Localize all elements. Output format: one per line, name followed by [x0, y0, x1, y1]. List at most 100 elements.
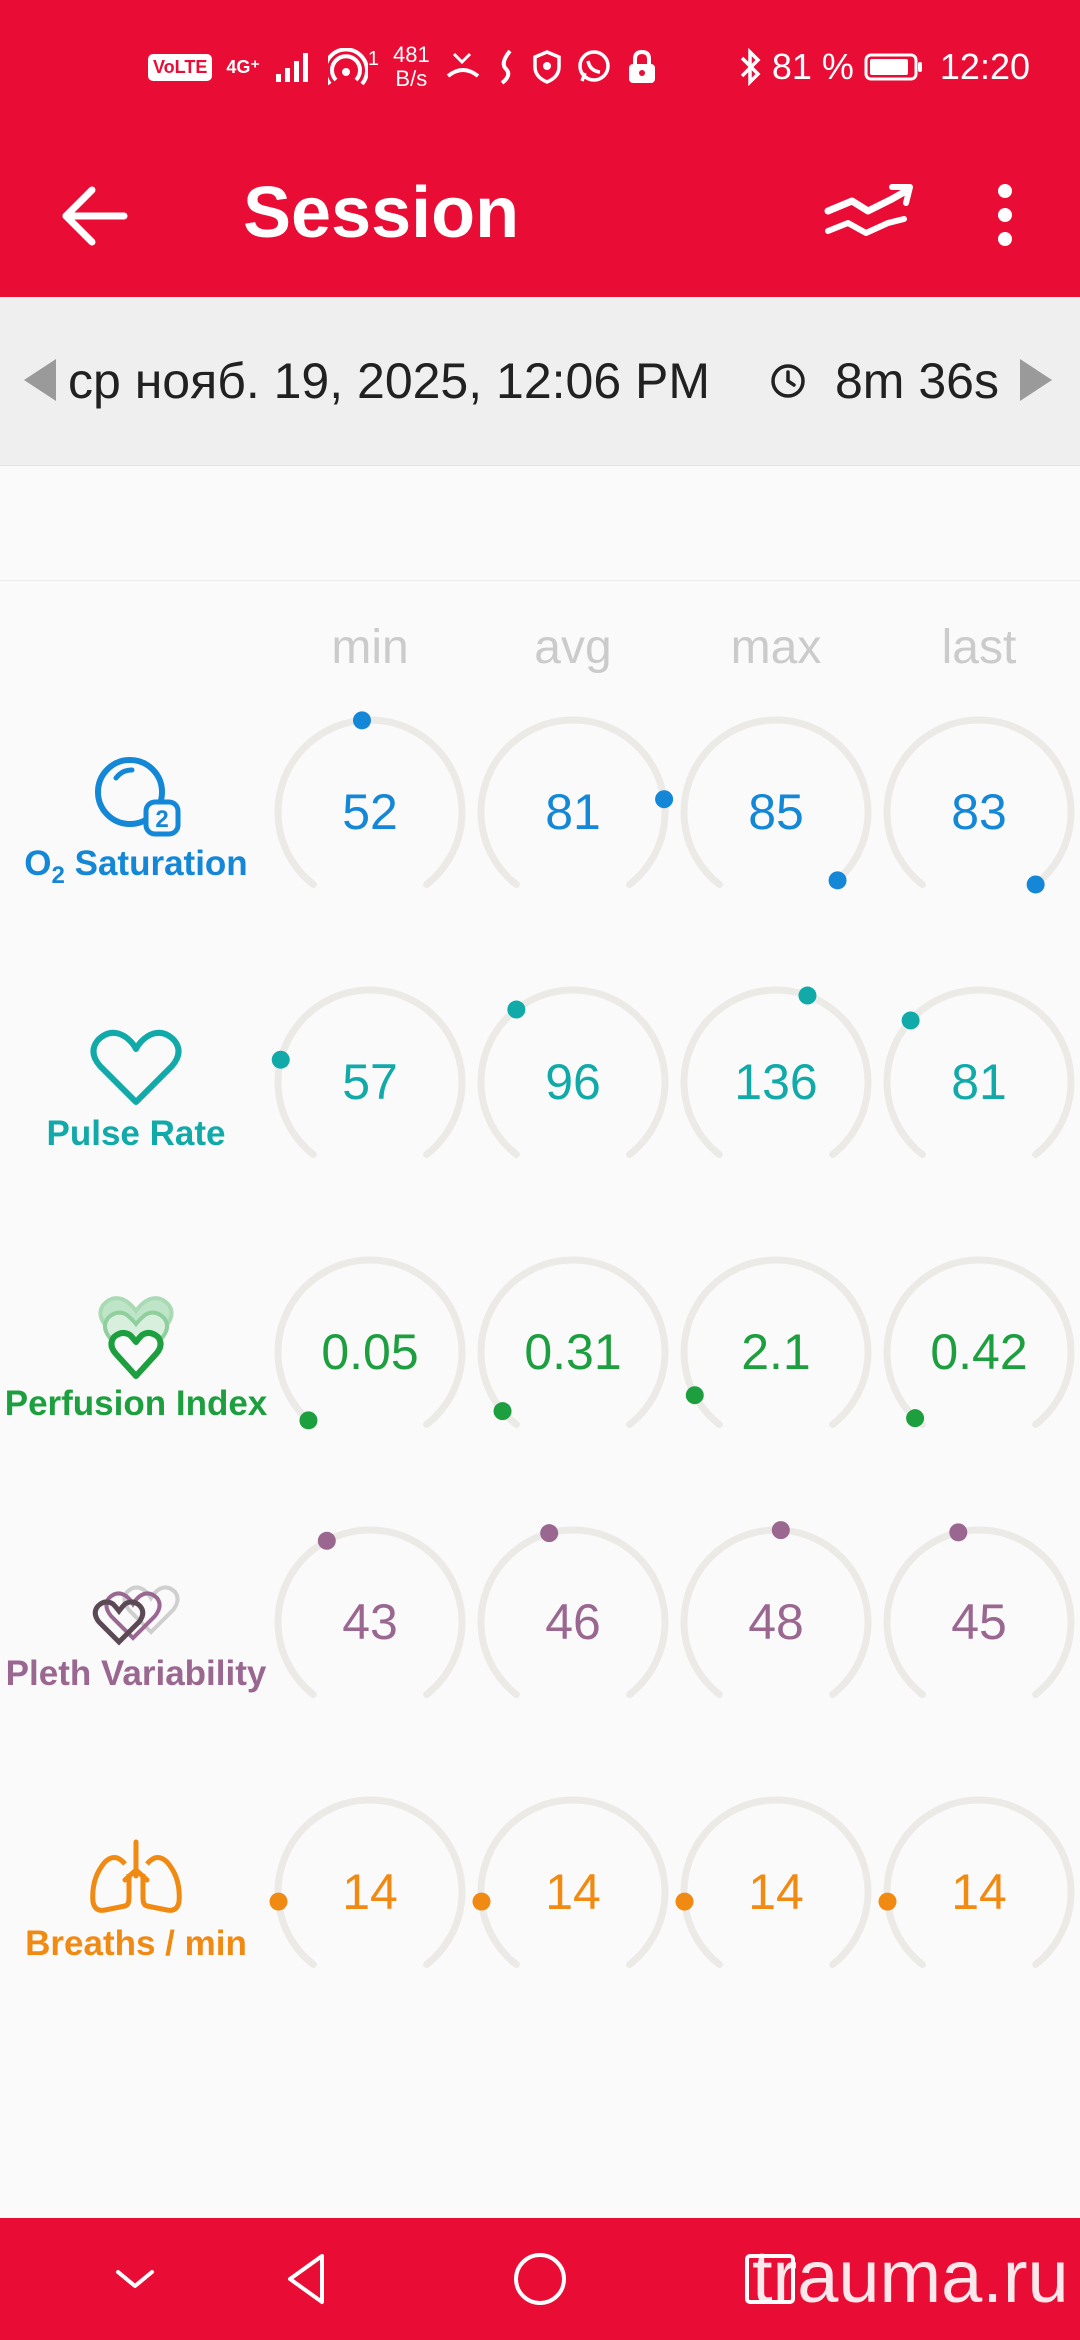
network-speed: 481 B/s: [392, 42, 430, 91]
signal-icon: [275, 53, 308, 82]
back-triangle-icon[interactable]: [272, 2244, 342, 2314]
gauge-indicator-dot: [828, 871, 847, 890]
gauge-indicator-dot: [798, 986, 817, 1005]
gauge-track: [883, 1526, 1075, 1698]
gauge-pleth-avg: 46: [473, 1522, 673, 1722]
gauge-value: 2.1: [741, 1324, 811, 1380]
gauge-value: 81: [951, 1054, 1007, 1110]
app-bar: Session: [0, 135, 1080, 297]
column-header-max: max: [730, 621, 822, 674]
back-button[interactable]: [50, 171, 140, 261]
gauge-value: 96: [545, 1054, 601, 1110]
gauge-value: 0.31: [524, 1324, 622, 1380]
column-header-last: last: [941, 621, 1017, 674]
trend-chart-button[interactable]: [818, 165, 918, 265]
gauge-track: [883, 986, 1075, 1158]
gauge-track: [883, 1256, 1075, 1428]
missed-call-icon: [446, 52, 479, 78]
gauge-value: 14: [748, 1864, 804, 1920]
gauge-pulse-avg: 96: [473, 982, 673, 1182]
gauge-pulse-last: 81: [879, 982, 1079, 1182]
metric-name: Breaths / min: [25, 1924, 247, 1963]
pleth-hearts-icon: [92, 1585, 180, 1646]
gauge-track: [680, 716, 872, 888]
gauge-perfusion-avg: 0.31: [473, 1252, 673, 1452]
gauge-indicator-dot: [675, 1892, 694, 1911]
gauge-pulse-max: 136: [676, 982, 876, 1182]
gauge-track: [477, 986, 669, 1158]
gauge-value: 45: [951, 1594, 1007, 1650]
more-vert-icon: [998, 184, 1012, 246]
gauge-breaths-last: 14: [878, 1792, 1079, 1992]
session-date: ср нояб. 19, 2025, 12:06 PM: [68, 353, 711, 409]
lock-icon: [628, 49, 655, 83]
network-type: 4G⁺: [226, 57, 260, 77]
svg-text:2: 2: [155, 806, 168, 833]
gauge-indicator-dot: [472, 1892, 491, 1911]
column-header-avg: avg: [534, 621, 612, 674]
gauge-value: 46: [545, 1594, 601, 1650]
session-duration: 8m 36s: [835, 353, 999, 409]
gauge-indicator-dot: [317, 1531, 336, 1550]
previous-session-button[interactable]: [24, 359, 56, 401]
watermark: trauma.ru: [752, 2235, 1069, 2318]
gauge-indicator-dot: [540, 1524, 559, 1543]
chevron-down-icon[interactable]: [100, 2244, 170, 2314]
gauge-value: 48: [748, 1594, 804, 1650]
status-bar: VoLTE 4G⁺ 1 481 B/s: [0, 0, 1080, 135]
next-session-button[interactable]: [1020, 359, 1052, 401]
gauge-track: [680, 1256, 872, 1428]
session-selector: ср нояб. 19, 2025, 12:06 PM 8m 36s: [0, 297, 1080, 466]
gauge-track: [274, 1256, 466, 1428]
shield-icon: [532, 50, 561, 84]
column-header-min: min: [331, 621, 409, 674]
gauge-value: 0.05: [321, 1324, 419, 1380]
gauge-breaths-max: 14: [675, 1792, 876, 1992]
clock-icon: [771, 364, 805, 398]
gauge-indicator-dot: [906, 1409, 925, 1428]
recents-square-icon[interactable]: [735, 2244, 805, 2314]
metric-name: Perfusion Index: [4, 1384, 268, 1423]
gauge-o2-last: 83: [879, 712, 1079, 912]
gauge-pleth-min: 43: [270, 1522, 470, 1722]
gauge-indicator-dot: [271, 1050, 290, 1069]
system-navigation-bar: [0, 2218, 1080, 2340]
metric-label-pleth: Pleth Variability: [0, 1562, 272, 1696]
gauge-value: 57: [342, 1054, 398, 1110]
gauge-track: [477, 716, 669, 888]
gauge-pleth-max: 48: [676, 1521, 876, 1722]
gauge-value: 136: [734, 1054, 818, 1110]
gauge-perfusion-last: 0.42: [879, 1252, 1079, 1452]
gauge-value: 43: [342, 1594, 398, 1650]
gauge-indicator-dot: [269, 1892, 288, 1911]
whatsapp-icon: [577, 50, 610, 82]
metric-name: O2 Saturation: [24, 844, 248, 889]
app-notification-icon: [500, 49, 512, 85]
gauge-track: [477, 1256, 669, 1428]
hotspot-icon: [327, 48, 368, 86]
metric-name: Pleth Variability: [5, 1654, 267, 1693]
gauge-value: 14: [951, 1864, 1007, 1920]
gauge-value: 85: [748, 784, 804, 840]
o2-saturation-icon: 2: [95, 757, 181, 837]
gauge-breaths-avg: 14: [472, 1792, 673, 1992]
gauge-track: [274, 986, 466, 1158]
arrow-back-icon: [62, 186, 128, 246]
perfusion-hearts-icon: [98, 1296, 174, 1379]
metric-label-pulse: Pulse Rate: [0, 1022, 272, 1156]
gauge-indicator-dot: [655, 790, 674, 809]
gauge-value: 0.42: [930, 1324, 1028, 1380]
gauge-pulse-min: 57: [270, 982, 470, 1182]
gauge-indicator-dot: [507, 1000, 526, 1019]
gauge-indicator-dot: [1026, 875, 1045, 894]
home-circle-icon[interactable]: [505, 2244, 575, 2314]
gauge-breaths-min: 14: [269, 1792, 470, 1992]
gauge-indicator-dot: [685, 1386, 704, 1405]
gauge-value: 14: [545, 1864, 601, 1920]
metric-name: Pulse Rate: [46, 1114, 226, 1153]
gauge-track: [274, 1526, 466, 1698]
more-options-button[interactable]: [970, 165, 1040, 265]
battery-icon: [864, 53, 922, 81]
gauge-value: 14: [342, 1864, 398, 1920]
lungs-icon: [90, 1839, 182, 1913]
